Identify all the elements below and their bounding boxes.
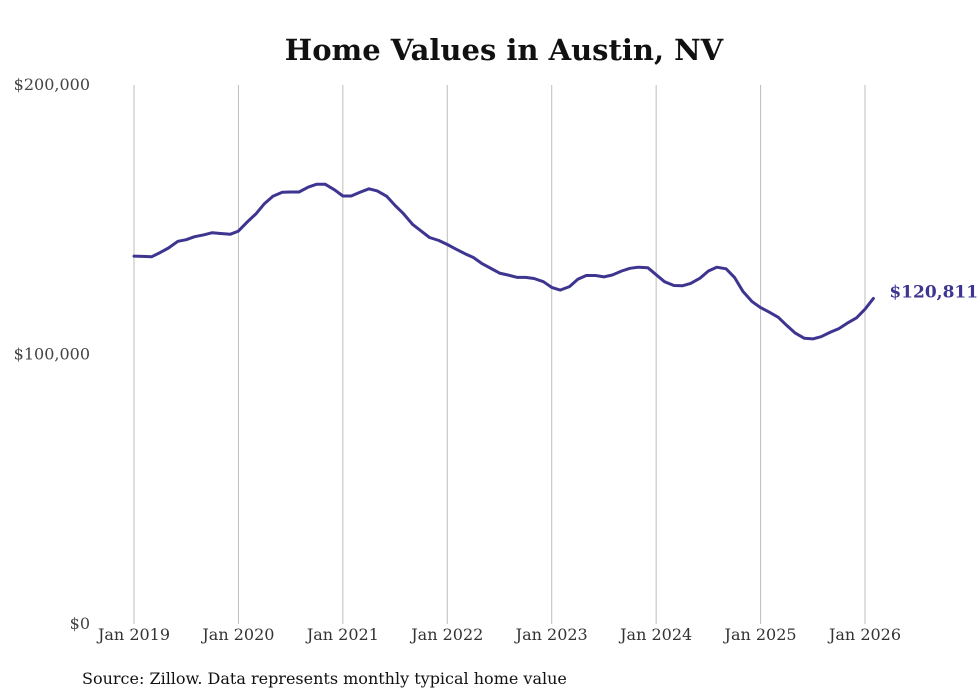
y-axis: $0 $100,000 $200,000 — [14, 75, 90, 633]
series-layer: $120,811 — [132, 182, 978, 341]
x-tick-label: Jan 2019 — [96, 625, 170, 644]
y-tick-label: $0 — [70, 614, 90, 633]
x-tick-label: Jan 2020 — [200, 625, 274, 644]
x-tick-label: Jan 2026 — [827, 625, 901, 644]
x-tick-label: Jan 2022 — [409, 625, 483, 644]
chart-title: Home Values in Austin, NV — [285, 33, 724, 67]
y-tick-label: $100,000 — [14, 345, 90, 364]
source-note: Source: Zillow. Data represents monthly … — [82, 669, 567, 688]
x-tick-label: Jan 2023 — [514, 625, 588, 644]
x-axis: Jan 2019 Jan 2020 Jan 2021 Jan 2022 Jan 2023… — [96, 625, 901, 644]
y-tick-label: $200,000 — [14, 75, 90, 94]
x-tick-label: Jan 2025 — [723, 625, 797, 644]
end-value-label: $120,811 — [889, 282, 978, 302]
x-tick-label: Jan 2021 — [305, 625, 379, 644]
x-tick-label: Jan 2024 — [618, 625, 692, 644]
series-line — [132, 182, 875, 341]
gridlines — [133, 85, 866, 624]
